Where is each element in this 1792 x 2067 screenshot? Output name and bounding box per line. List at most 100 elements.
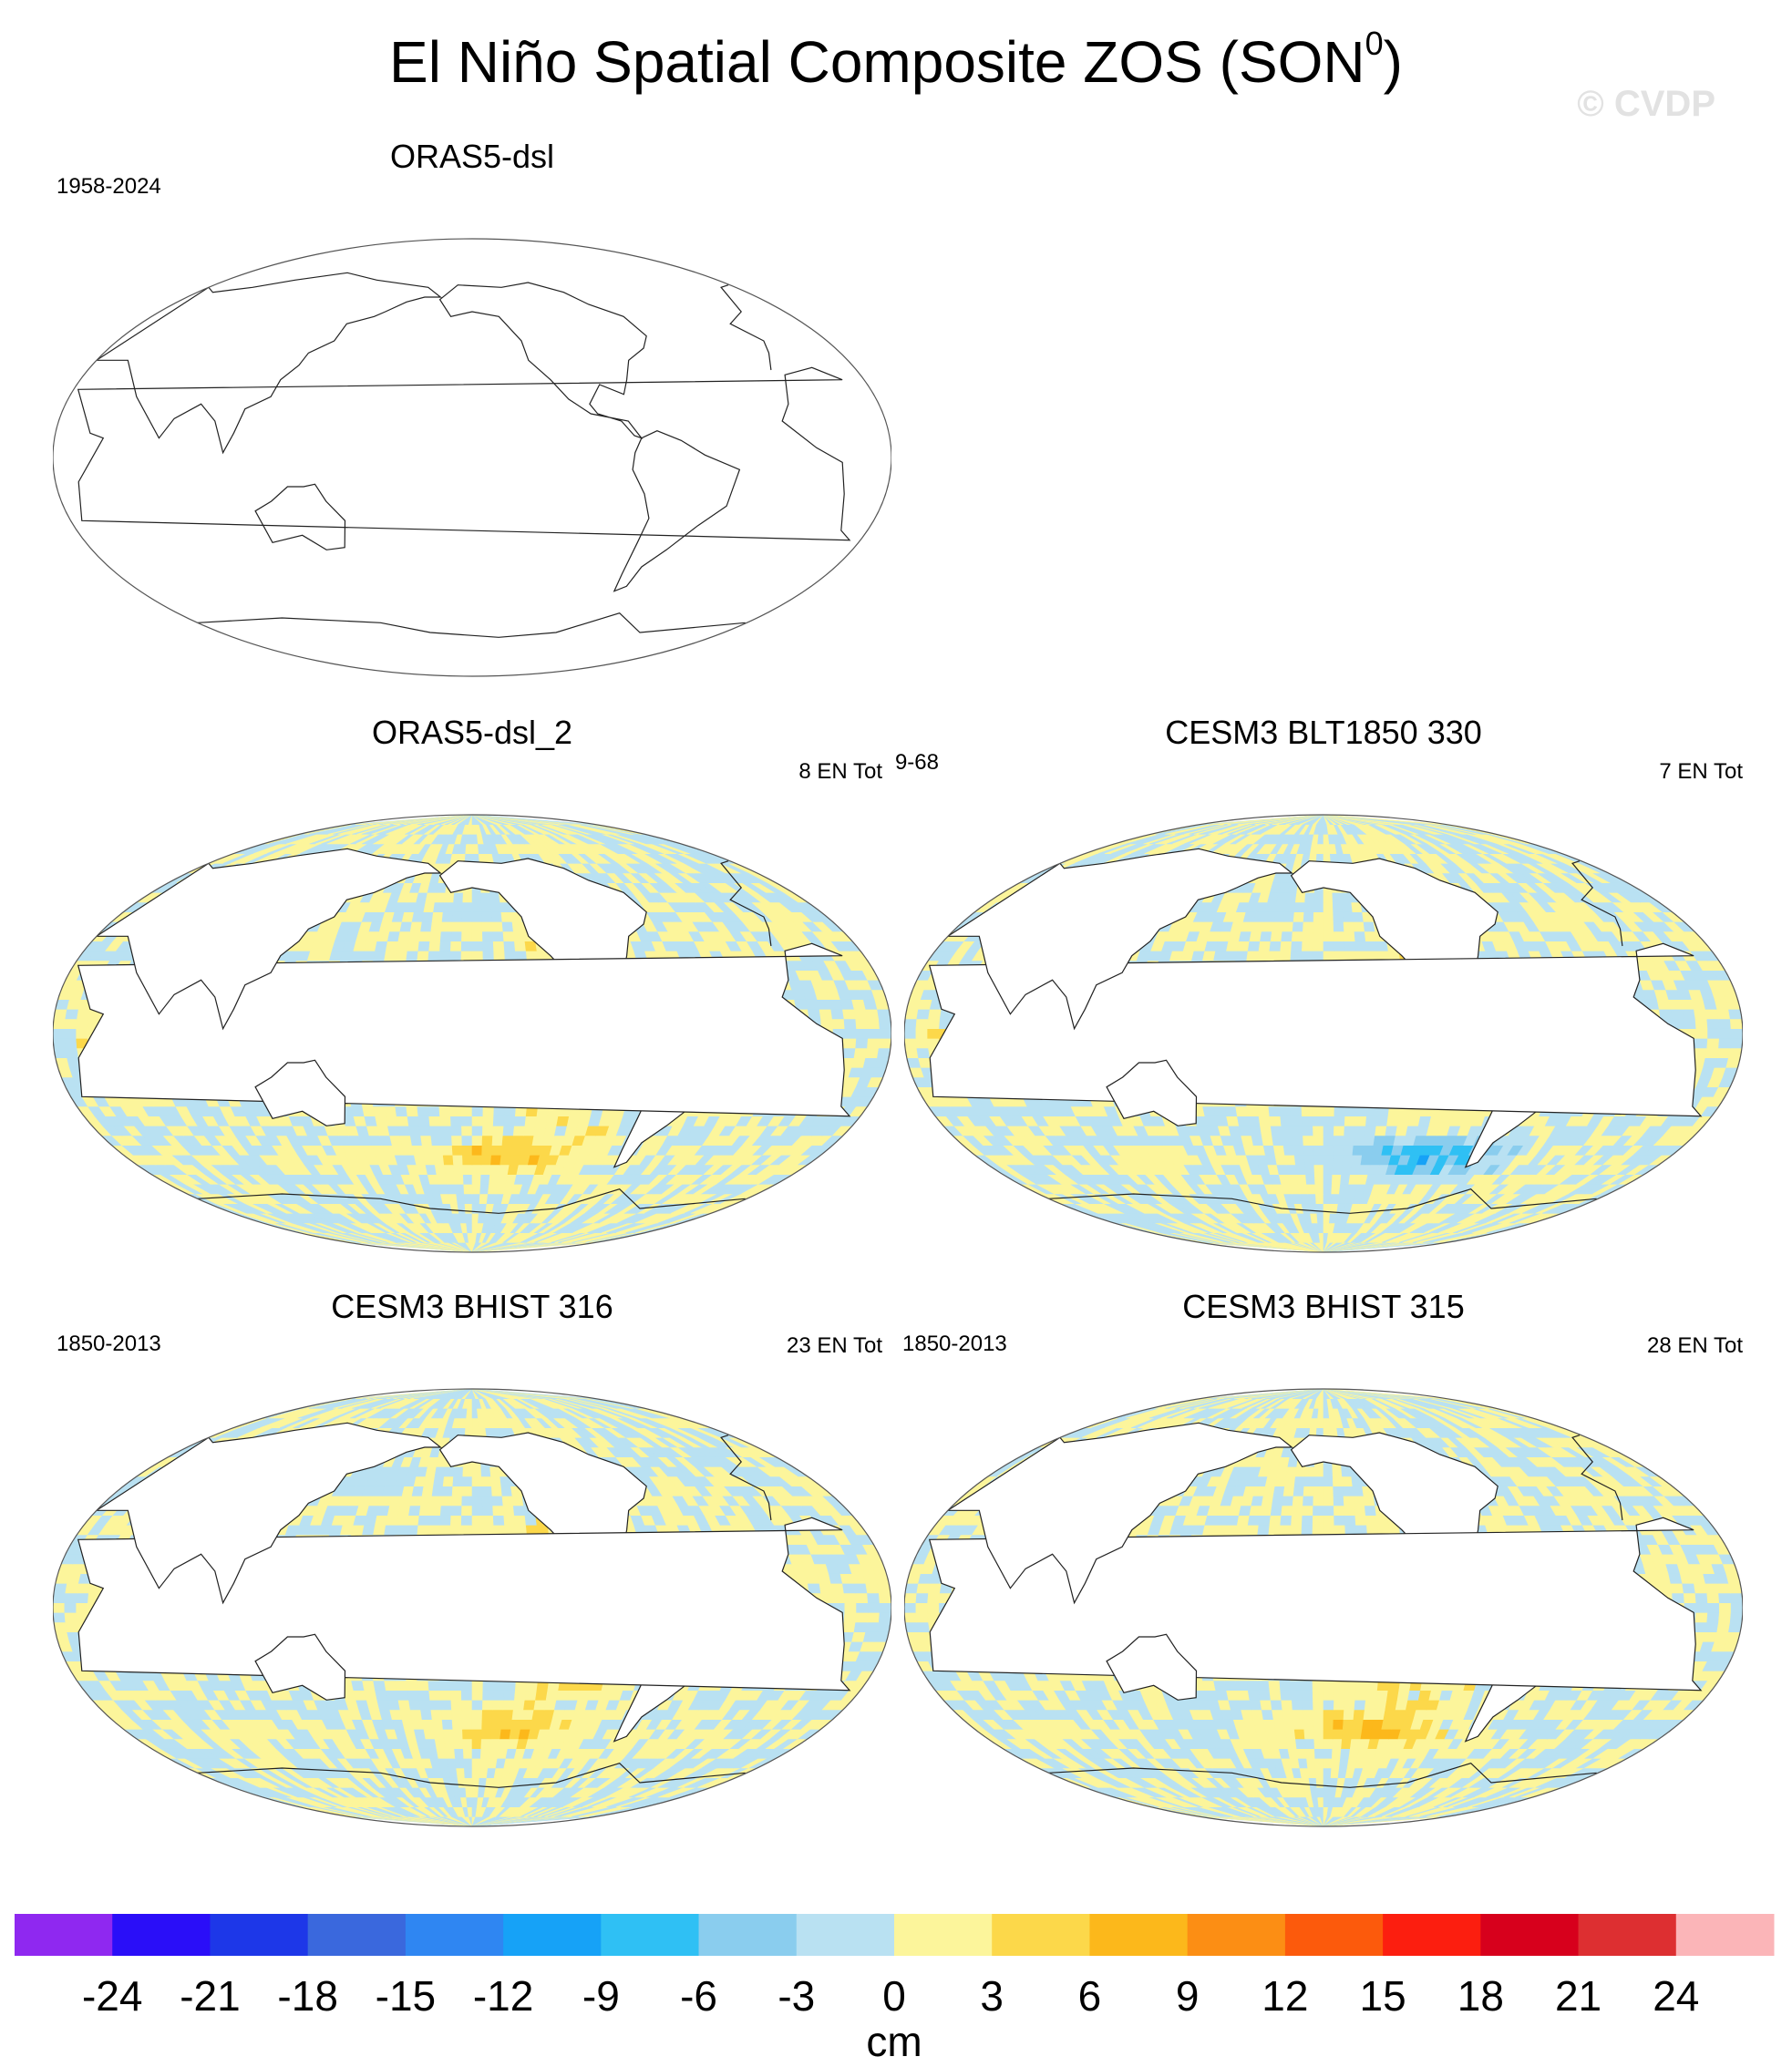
- field-cell: [1323, 1155, 1334, 1166]
- field-cell: [65, 1009, 79, 1020]
- field-cell: [1323, 1105, 1335, 1116]
- field-cell: [399, 1135, 413, 1146]
- field-cell: [1323, 1193, 1333, 1204]
- field-cell: [471, 1145, 483, 1156]
- field-cell: [1694, 1038, 1708, 1049]
- field-cell: [856, 1028, 869, 1039]
- field-cell: [421, 911, 434, 922]
- field-cell: [1317, 1222, 1324, 1233]
- coastline: [254, 483, 346, 550]
- field-cell: [1290, 1105, 1303, 1116]
- field-cell: [479, 1184, 489, 1195]
- field-cell: [491, 1135, 504, 1146]
- field-cell: [420, 1135, 433, 1146]
- map-orass5-2: [53, 814, 891, 1253]
- field-cell: [461, 1145, 473, 1156]
- field-cell: [417, 941, 430, 951]
- field-cell: [451, 911, 463, 922]
- field-cell: [1314, 1184, 1324, 1195]
- field-cell: [904, 1047, 919, 1058]
- field-cell: [1261, 1135, 1274, 1146]
- field-cell: [482, 951, 495, 962]
- field-cell: [438, 951, 451, 962]
- field-cell: [521, 1135, 535, 1146]
- field-cell: [452, 1155, 464, 1166]
- field-cell: [399, 921, 413, 932]
- field-cell: [480, 901, 492, 912]
- field-cell: [1353, 1135, 1365, 1146]
- field-cell: [1354, 1116, 1367, 1126]
- field-cell: [471, 921, 483, 932]
- field-cell: [397, 931, 411, 941]
- field-cell: [877, 1047, 891, 1058]
- field-cell: [463, 1193, 473, 1204]
- field-cell: [481, 931, 494, 941]
- field-cell: [406, 951, 419, 962]
- field-cell: [1304, 1164, 1315, 1175]
- field-cell: [1302, 1126, 1314, 1136]
- field-cell: [434, 892, 447, 903]
- field-cell: [1707, 1028, 1720, 1039]
- field-cell: [446, 1184, 457, 1195]
- field-cell: [855, 1018, 869, 1029]
- field-cell: [853, 1047, 868, 1058]
- field-cell: [1704, 1047, 1719, 1058]
- field-cell: [1729, 1038, 1743, 1049]
- field-cell: [396, 1116, 409, 1126]
- field-cell: [406, 1105, 419, 1116]
- field-cell: [1268, 1105, 1282, 1116]
- field-cell: [1718, 1038, 1732, 1049]
- field-cell: [1706, 1038, 1720, 1049]
- field-cell: [76, 1018, 89, 1029]
- field-cell: [1302, 1116, 1313, 1126]
- field-cell: [482, 941, 494, 951]
- field-cell: [865, 1009, 880, 1020]
- field-cell: [1260, 1126, 1272, 1136]
- field-cell: [1332, 1164, 1343, 1175]
- field-cell: [1342, 1155, 1354, 1166]
- field-cell: [439, 941, 452, 951]
- field-cell: [1258, 1116, 1272, 1126]
- field-cell: [1297, 1184, 1308, 1195]
- field-cell: [462, 1174, 473, 1185]
- field-cell: [481, 1135, 493, 1146]
- field-cell: [1287, 1174, 1299, 1185]
- field-cell: [533, 1126, 547, 1136]
- field-cell: [523, 1126, 536, 1136]
- field-cell: [1375, 1116, 1389, 1126]
- field-cell: [454, 1174, 465, 1185]
- field-cell: [431, 911, 444, 922]
- field-cell: [1310, 1213, 1318, 1224]
- field-cell: [499, 1155, 511, 1166]
- field-cell: [1333, 1145, 1344, 1156]
- field-cell: [492, 1116, 505, 1126]
- field-cell: [1351, 1155, 1363, 1166]
- field-cell: [1730, 1028, 1743, 1039]
- field-cell: [1291, 1116, 1303, 1126]
- panel-title: ORAS5-dsl: [389, 138, 555, 175]
- field-cell: [502, 931, 515, 941]
- field-cell: [1343, 1135, 1355, 1146]
- field-cell: [64, 1018, 77, 1029]
- coastline: [720, 284, 772, 371]
- field-cell: [481, 1126, 494, 1136]
- field-cell: [471, 1126, 483, 1136]
- field-cell: [489, 892, 501, 903]
- field-cell: [1247, 1116, 1261, 1126]
- field-cell: [407, 1116, 420, 1126]
- field-cell: [1313, 1135, 1324, 1146]
- field-cell: [1307, 1193, 1317, 1204]
- field-cell: [868, 1028, 881, 1039]
- field-cell: [458, 843, 467, 854]
- field-cell: [1284, 1155, 1296, 1166]
- field-cell: [481, 921, 493, 932]
- coastline: [94, 272, 443, 455]
- field-cell: [1224, 1105, 1238, 1116]
- field-cell: [503, 1116, 516, 1126]
- field-cell: [1340, 1174, 1351, 1185]
- field-cell: [471, 1193, 481, 1204]
- field-cell: [408, 931, 421, 941]
- field-cell: [1312, 1105, 1324, 1116]
- field-cell: [1313, 1174, 1324, 1185]
- field-cell: [408, 1126, 421, 1136]
